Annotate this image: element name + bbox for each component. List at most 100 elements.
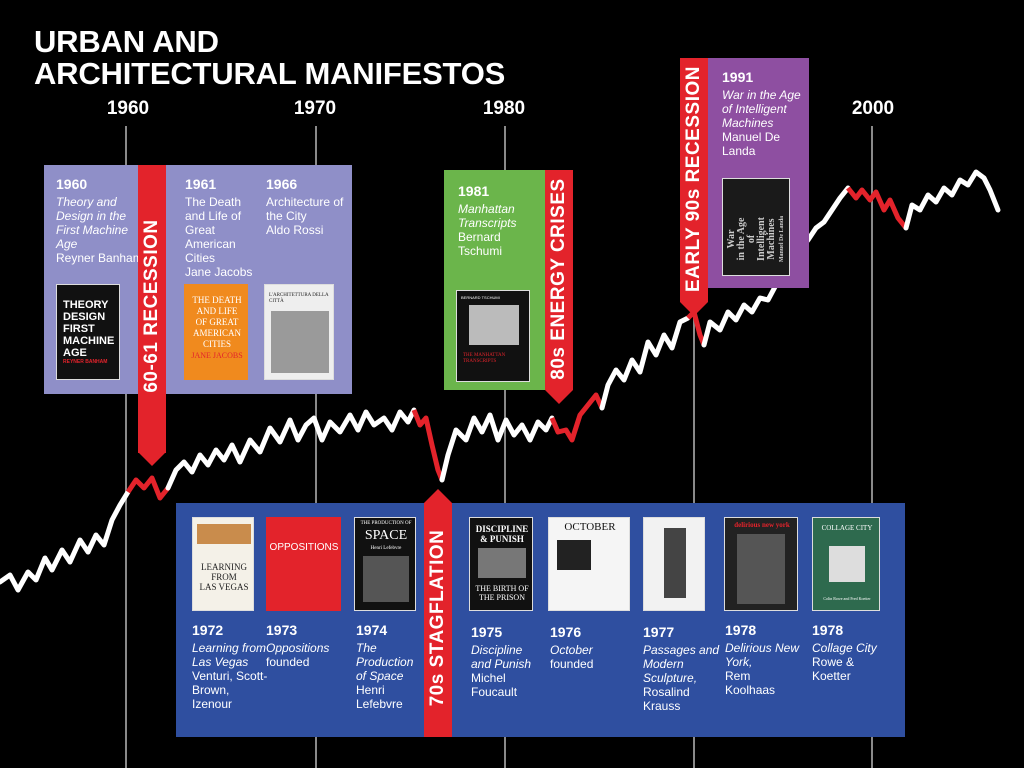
entry-1973: 1973 Oppositions founded bbox=[266, 621, 344, 669]
entry-title: Oppositions bbox=[266, 641, 330, 655]
recession-arrow-early-90s bbox=[680, 302, 708, 316]
recession-label: 70s STAGFLATION bbox=[427, 529, 448, 707]
entry-title: The Death and Life of Great American Cit… bbox=[185, 195, 242, 265]
entry-1960: 1960 Theory and Design in the First Mach… bbox=[56, 175, 148, 265]
recession-band-80s: 80s ENERGY CRISES bbox=[545, 170, 573, 390]
cover-text: THE PRODUCTION OF bbox=[360, 521, 412, 526]
cover-text: L'ARCHITETTURA DELLA CITTÀ bbox=[269, 293, 329, 304]
entry-author: Manuel De Landa bbox=[722, 130, 781, 158]
entry-title: Passages and Modern Sculpture, bbox=[643, 643, 720, 685]
cover-text: OPPOSITIONS bbox=[269, 542, 339, 553]
entry-1976: 1976 October founded bbox=[550, 623, 630, 671]
book-cover-delirious-ny: delirious new york bbox=[724, 517, 798, 611]
panel-1981: 1981 Manhattan Transcripts Bernard Tschu… bbox=[444, 170, 545, 390]
panel-1991: 1991 War in the Age of Intelligent Machi… bbox=[708, 58, 809, 288]
entry-1981: 1981 Manhattan Transcripts Bernard Tschu… bbox=[458, 182, 540, 258]
title-line-2: ARCHITECTURAL MANIFESTOS bbox=[34, 56, 506, 91]
gridline-2000 bbox=[871, 126, 873, 768]
book-cover-las-vegas: LEARNING FROM LAS VEGAS bbox=[192, 517, 254, 611]
panel-1970s: LEARNING FROM LAS VEGAS OPPOSITIONS THE … bbox=[176, 503, 905, 737]
entry-year: 1977 bbox=[643, 624, 675, 640]
gridline-1980 bbox=[504, 126, 506, 768]
book-cover-banham: THEORY DESIGN FIRST MACHINE AGE REYNER B… bbox=[56, 284, 120, 380]
entry-author: Henri Lefebvre bbox=[356, 683, 403, 711]
entry-year: 1975 bbox=[471, 624, 503, 640]
cover-text: AGE bbox=[63, 347, 87, 359]
market-line-recession-5 bbox=[846, 186, 908, 230]
entry-year: 1978 bbox=[812, 622, 844, 638]
cover-text: DISCIPLINE bbox=[475, 524, 529, 534]
entry-author: founded bbox=[550, 657, 594, 671]
cover-text: THEORY bbox=[63, 299, 109, 311]
cover-text: SPACE bbox=[364, 528, 408, 543]
recession-label: EARLY 90s RECESSION bbox=[683, 66, 704, 292]
gridline-1960 bbox=[125, 126, 127, 768]
entry-title: Theory and Design in the First Machine A… bbox=[56, 195, 129, 251]
entry-1977: 1977 Passages and Modern Sculpture, Rosa… bbox=[643, 623, 723, 713]
market-line-recession-1 bbox=[125, 475, 170, 501]
book-cover-jacobs: THE DEATH AND LIFE OF GREAT AMERICAN CIT… bbox=[184, 284, 248, 380]
cover-text: REYNER BANHAM bbox=[63, 359, 108, 365]
cover-text: THE PRISON bbox=[478, 593, 525, 602]
market-line-recession-3 bbox=[549, 392, 605, 443]
market-line-recession-2 bbox=[411, 409, 445, 481]
book-cover-october: OCTOBER bbox=[548, 517, 630, 611]
entry-1978-collage: 1978 Collage City Rowe & Koetter bbox=[812, 621, 884, 683]
book-cover-rossi: L'ARCHITETTURA DELLA CITTÀ bbox=[264, 284, 334, 380]
cover-photo bbox=[363, 556, 409, 602]
cover-text: FROM bbox=[211, 572, 237, 582]
entry-author: Venturi, Scott-Brown, Izenour bbox=[192, 669, 268, 711]
cover-text: Henri Lefebvre bbox=[370, 546, 402, 551]
entry-1975: 1975 Discipline and Punish Michel Foucau… bbox=[471, 623, 543, 699]
cover-text: OF GREAT bbox=[195, 317, 239, 327]
cover-text: AMERICAN bbox=[192, 328, 241, 338]
entry-year: 1974 bbox=[356, 622, 388, 638]
cover-text: LEARNING bbox=[201, 562, 247, 572]
entry-author: Aldo Rossi bbox=[266, 223, 324, 237]
recession-arrow-70s bbox=[424, 489, 452, 503]
cover-photo bbox=[271, 311, 329, 373]
book-cover-collage-city: COLLAGE CITY Colin Rowe and Fred Koetter bbox=[812, 517, 880, 611]
book-cover-oppositions: OPPOSITIONS bbox=[266, 517, 341, 611]
entry-title: War in the Age of Intelligent Machines bbox=[722, 88, 801, 130]
entry-year: 1981 bbox=[458, 183, 490, 199]
entry-title: Delirious New York, bbox=[725, 641, 800, 669]
entry-1966: 1966 Architecture of the City Aldo Rossi bbox=[266, 175, 346, 237]
recession-band-60-61: 60-61 RECESSION bbox=[138, 165, 166, 453]
cover-photo bbox=[478, 548, 526, 578]
recession-label: 80s ENERGY CRISES bbox=[548, 178, 569, 380]
cover-photo bbox=[557, 540, 591, 570]
market-line-recession-4 bbox=[686, 309, 707, 346]
cover-text: Colin Rowe and Fred Koetter bbox=[823, 596, 871, 601]
cover-photo bbox=[829, 546, 865, 582]
recession-band-70s: 70s STAGFLATION bbox=[424, 503, 452, 737]
entry-author: founded bbox=[266, 655, 310, 669]
recession-arrow-80s bbox=[545, 390, 573, 404]
book-cover-delanda: War in the Age of Intelligent Machines M… bbox=[722, 178, 790, 276]
entry-year: 1991 bbox=[722, 69, 754, 85]
market-line bbox=[439, 412, 555, 483]
cover-text: FIRST bbox=[63, 323, 95, 335]
entry-1978-delirious: 1978 Delirious New York, Rem Koolhaas bbox=[725, 621, 801, 697]
cover-text: COLLAGE CITY bbox=[821, 524, 873, 532]
cover-text: THE MANHATTAN TRANSCRIPTS bbox=[463, 353, 506, 364]
cover-text: JANE JACOBS bbox=[191, 351, 243, 360]
recession-label: 60-61 RECESSION bbox=[141, 219, 162, 393]
entry-title: Architecture of the City bbox=[266, 195, 344, 223]
cover-text: LAS VEGAS bbox=[199, 582, 249, 592]
year-label-1970: 1970 bbox=[293, 98, 337, 119]
cover-text: delirious new york bbox=[734, 521, 790, 529]
panel-1960s: 1960 Theory and Design in the First Mach… bbox=[44, 165, 352, 394]
market-line bbox=[599, 315, 691, 411]
entry-author: Rowe & Koetter bbox=[812, 655, 855, 683]
entry-1991: 1991 War in the Age of Intelligent Machi… bbox=[722, 68, 806, 158]
gridline-1970 bbox=[315, 126, 317, 768]
cover-text: Manuel De Landa bbox=[779, 215, 785, 263]
entry-author: Reyner Banham bbox=[56, 251, 143, 265]
year-label-1960: 1960 bbox=[106, 98, 150, 119]
entry-year: 1961 bbox=[185, 176, 217, 192]
market-line bbox=[903, 169, 1001, 231]
entry-year: 1973 bbox=[266, 622, 298, 638]
entry-author: Rem Koolhaas bbox=[725, 669, 776, 697]
market-line bbox=[165, 407, 417, 491]
